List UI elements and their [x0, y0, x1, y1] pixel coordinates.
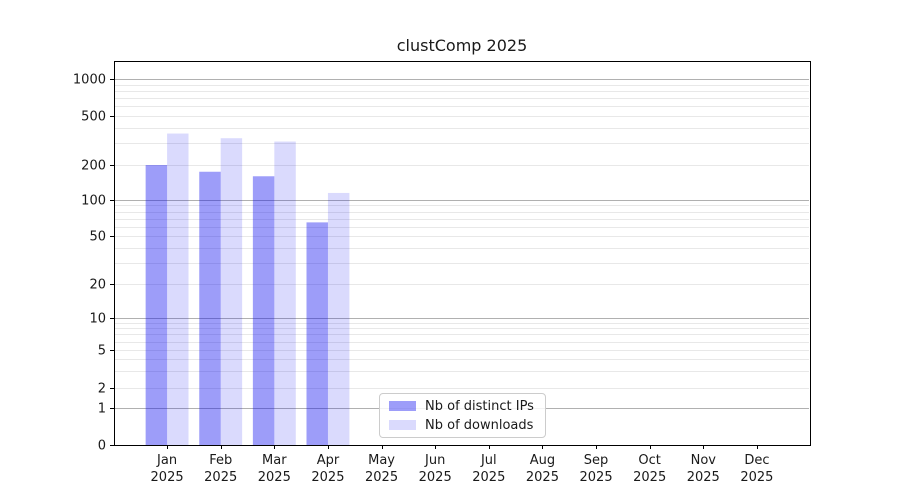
- bar-nb-of-downloads-feb: [220, 138, 243, 445]
- x-tick-label-year-jan: 2025: [151, 470, 184, 485]
- legend-label-distinct-ips: Nb of distinct IPs: [425, 398, 534, 414]
- bar-nb-of-downloads-mar: [274, 141, 296, 446]
- legend-label-downloads: Nb of downloads: [425, 417, 534, 433]
- axes-group: [110, 61, 811, 449]
- legend-item-downloads: Nb of downloads: [389, 418, 545, 433]
- x-tick-label-year-jul: 2025: [472, 470, 505, 485]
- y-tick-label-10: 10: [89, 312, 106, 327]
- x-tick-label-nov: Nov: [691, 453, 717, 468]
- bar-nb-of-distinct-ips-jan: [145, 165, 168, 445]
- x-tick-label-year-apr: 2025: [311, 470, 344, 485]
- x-tick-label-year-may: 2025: [365, 470, 398, 485]
- x-tick-label-aug: Aug: [530, 453, 555, 468]
- y-tick-label-500: 500: [81, 110, 106, 125]
- bar-nb-of-distinct-ips-apr: [306, 222, 328, 445]
- plot-frame: [114, 61, 811, 446]
- y-tick-label-1000: 1000: [73, 73, 106, 88]
- bar-nb-of-downloads-apr: [327, 192, 350, 445]
- y-tick-label-1: 1: [98, 402, 106, 417]
- legend: Nb of distinct IPs Nb of downloads: [379, 393, 546, 438]
- chart-title: clustComp 2025: [397, 36, 528, 55]
- tick-labels-group: 0 1 2 5 10 20 50 100 200 500 1000 Jan 2025 Feb 2025 Mar…: [73, 73, 774, 486]
- y-tick-label-200: 200: [81, 159, 106, 174]
- y-tick-label-50: 50: [89, 230, 106, 245]
- legend-swatch-downloads: [389, 420, 416, 430]
- legend-item-distinct-ips: Nb of distinct IPs: [389, 399, 545, 414]
- x-tick-label-may: May: [368, 453, 395, 468]
- x-tick-label-year-jun: 2025: [419, 470, 452, 485]
- bar-nb-of-distinct-ips-mar: [252, 176, 275, 445]
- x-tick-label-year-aug: 2025: [526, 470, 559, 485]
- y-tick-label-0: 0: [98, 439, 106, 454]
- minor-gridlines: [115, 85, 809, 389]
- x-tick-label-year-oct: 2025: [633, 470, 666, 485]
- x-tick-label-dec: Dec: [744, 453, 769, 468]
- x-tick-label-jun: Jun: [424, 453, 445, 468]
- y-tick-label-100: 100: [81, 194, 106, 209]
- y-tick-label-2: 2: [98, 382, 106, 397]
- y-tick-label-20: 20: [89, 278, 106, 293]
- y-tick-label-5: 5: [98, 344, 106, 359]
- bar-nb-of-downloads-jan: [167, 133, 189, 445]
- x-tick-label-year-feb: 2025: [204, 470, 237, 485]
- bar-nb-of-distinct-ips-feb: [199, 171, 221, 445]
- x-tick-label-year-sep: 2025: [580, 470, 613, 485]
- legend-swatch-distinct-ips: [389, 401, 416, 411]
- x-tick-label-jul: Jul: [480, 453, 497, 468]
- x-tick-label-year-mar: 2025: [258, 470, 291, 485]
- x-tick-label-year-dec: 2025: [740, 470, 773, 485]
- x-tick-label-feb: Feb: [209, 453, 232, 468]
- x-tick-label-jan: Jan: [156, 453, 177, 468]
- x-tick-label-year-nov: 2025: [687, 470, 720, 485]
- x-tick-label-oct: Oct: [638, 453, 660, 468]
- bars-group: [145, 133, 350, 446]
- x-tick-label-sep: Sep: [584, 453, 609, 468]
- x-tick-label-mar: Mar: [262, 453, 287, 468]
- x-tick-label-apr: Apr: [317, 453, 340, 468]
